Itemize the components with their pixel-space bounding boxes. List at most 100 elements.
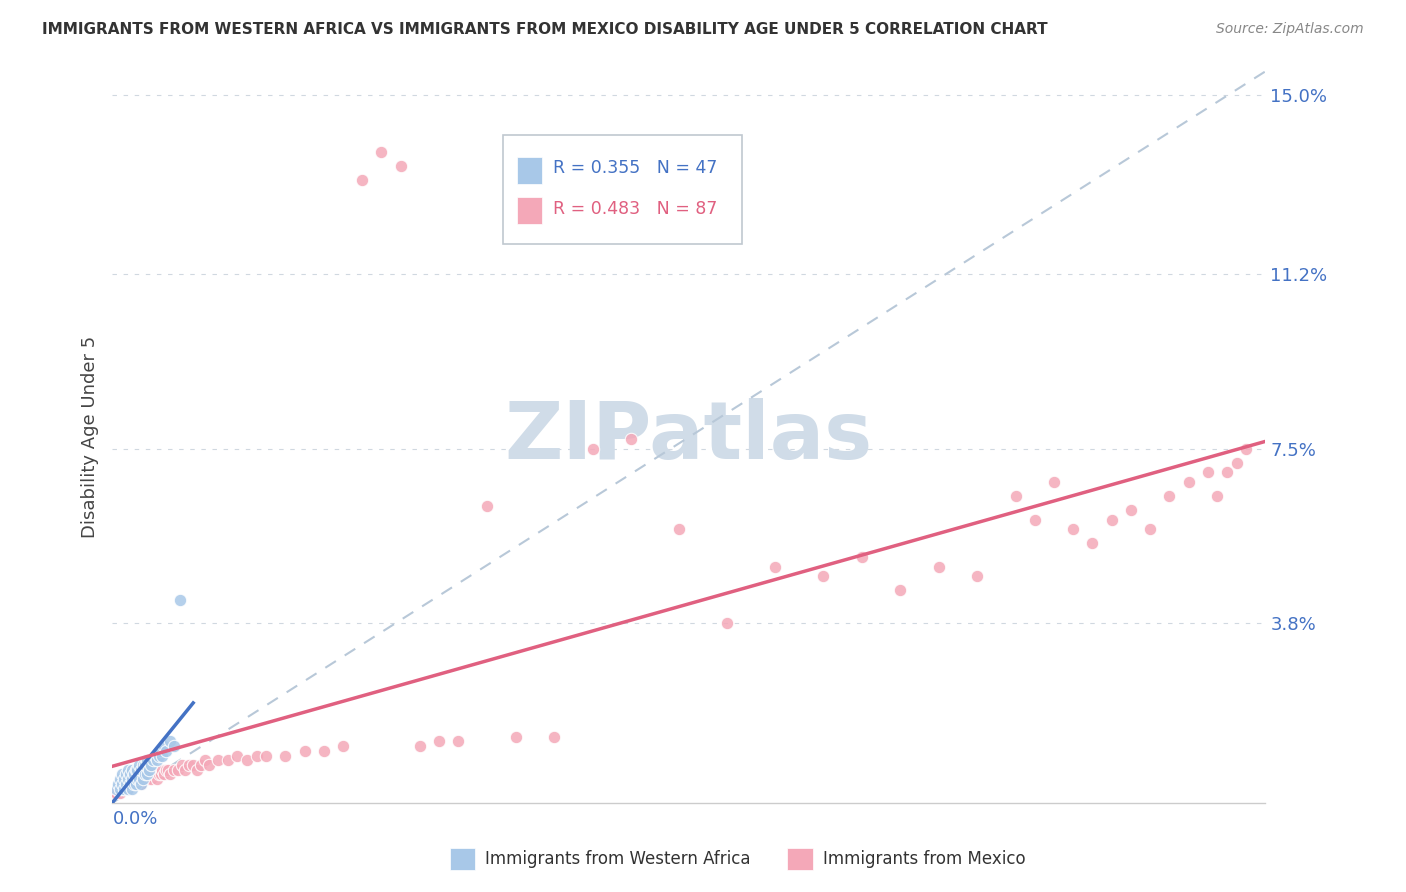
Point bbox=[236, 753, 259, 767]
Point bbox=[157, 763, 180, 777]
Point bbox=[121, 772, 143, 787]
Point bbox=[105, 786, 128, 800]
Point bbox=[117, 781, 139, 796]
Point bbox=[111, 777, 134, 791]
Point bbox=[122, 777, 145, 791]
Point bbox=[1226, 456, 1249, 470]
Point bbox=[163, 763, 186, 777]
Point bbox=[108, 772, 131, 787]
Point bbox=[155, 763, 177, 777]
Text: Source: ZipAtlas.com: Source: ZipAtlas.com bbox=[1216, 22, 1364, 37]
Point bbox=[117, 781, 139, 796]
Point bbox=[112, 781, 135, 796]
Text: R = 0.355   N = 47: R = 0.355 N = 47 bbox=[554, 160, 717, 178]
Point bbox=[111, 781, 134, 796]
Point bbox=[370, 145, 392, 159]
Text: Immigrants from Western Africa: Immigrants from Western Africa bbox=[485, 850, 751, 868]
Point bbox=[1101, 513, 1123, 527]
Point bbox=[145, 753, 167, 767]
Point bbox=[716, 616, 738, 631]
Point bbox=[124, 777, 146, 791]
Point bbox=[1197, 466, 1219, 480]
Point bbox=[477, 499, 499, 513]
Point bbox=[143, 748, 166, 763]
Text: IMMIGRANTS FROM WESTERN AFRICA VS IMMIGRANTS FROM MEXICO DISABILITY AGE UNDER 5 : IMMIGRANTS FROM WESTERN AFRICA VS IMMIGR… bbox=[42, 22, 1047, 37]
Text: 0.0%: 0.0% bbox=[112, 810, 157, 828]
Point bbox=[132, 758, 155, 772]
Point bbox=[129, 777, 153, 791]
Point bbox=[127, 772, 149, 787]
Point bbox=[226, 748, 249, 763]
Point bbox=[134, 767, 156, 781]
Point bbox=[111, 767, 134, 781]
Point bbox=[118, 777, 141, 791]
Point bbox=[620, 433, 643, 447]
Point bbox=[134, 758, 156, 772]
Point bbox=[121, 763, 143, 777]
Point bbox=[194, 753, 217, 767]
Point bbox=[108, 781, 131, 796]
Point bbox=[105, 781, 128, 796]
Point bbox=[159, 734, 181, 748]
Point bbox=[103, 786, 125, 800]
Point bbox=[121, 781, 143, 796]
Point bbox=[143, 767, 166, 781]
Point bbox=[159, 767, 181, 781]
Point bbox=[427, 734, 450, 748]
Point bbox=[127, 763, 149, 777]
Point bbox=[152, 748, 174, 763]
Point bbox=[163, 739, 186, 754]
Point bbox=[127, 772, 149, 787]
Text: ZIPatlas: ZIPatlas bbox=[505, 398, 873, 476]
Point bbox=[207, 753, 229, 767]
Point bbox=[274, 748, 297, 763]
Point bbox=[115, 777, 138, 791]
Point bbox=[1062, 522, 1084, 536]
Point bbox=[112, 772, 135, 787]
Point bbox=[108, 786, 131, 800]
Point bbox=[190, 758, 212, 772]
Point bbox=[186, 763, 208, 777]
Point bbox=[1139, 522, 1161, 536]
Point bbox=[117, 772, 139, 787]
Point bbox=[332, 739, 354, 754]
Point bbox=[928, 559, 950, 574]
Point bbox=[115, 767, 138, 781]
Point bbox=[152, 763, 174, 777]
Point bbox=[148, 767, 170, 781]
Point bbox=[889, 583, 911, 598]
Point bbox=[153, 739, 176, 754]
Point bbox=[447, 734, 470, 748]
Point bbox=[122, 772, 145, 787]
Point bbox=[1081, 536, 1104, 550]
Point bbox=[138, 767, 160, 781]
Point bbox=[505, 730, 527, 744]
Point bbox=[129, 777, 153, 791]
Point bbox=[138, 763, 160, 777]
Point bbox=[765, 559, 787, 574]
Point bbox=[851, 550, 873, 565]
Point bbox=[409, 739, 432, 754]
Point bbox=[124, 763, 146, 777]
Text: R = 0.483   N = 87: R = 0.483 N = 87 bbox=[554, 200, 717, 218]
Point bbox=[107, 777, 129, 791]
Point bbox=[966, 569, 988, 583]
Point bbox=[169, 593, 191, 607]
Point bbox=[139, 758, 162, 772]
Point bbox=[1159, 489, 1181, 503]
Point bbox=[132, 772, 155, 787]
Point bbox=[111, 777, 134, 791]
Point bbox=[142, 753, 165, 767]
Point bbox=[294, 744, 316, 758]
Point bbox=[254, 748, 277, 763]
Point bbox=[149, 744, 172, 758]
Point bbox=[1119, 503, 1142, 517]
Point bbox=[122, 767, 145, 781]
Point bbox=[352, 173, 374, 187]
Point bbox=[174, 763, 197, 777]
Point bbox=[132, 772, 155, 787]
Point bbox=[139, 772, 162, 787]
Point bbox=[129, 763, 153, 777]
Point bbox=[312, 744, 335, 758]
Point bbox=[246, 748, 269, 763]
